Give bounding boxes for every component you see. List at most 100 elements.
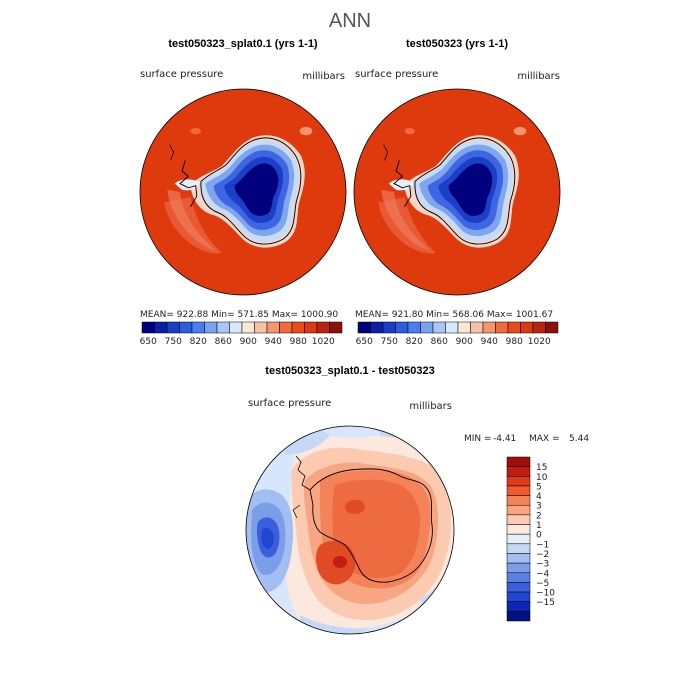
colorbar-swatch [316,321,330,334]
diff-map-border [245,425,455,635]
legend-swatch [506,591,531,602]
diff-units-label: millibars [409,401,452,412]
colorbar-tick-label: 820 [190,337,207,347]
legend-tick-label: 4 [536,492,542,502]
polar-map [354,89,560,295]
diff-title: test050323_splat0.1 - test050323 [265,365,434,377]
legend-tick-label: 3 [536,502,542,512]
colorbar-swatch [266,321,280,334]
legend-swatch [506,543,531,554]
colorbar-swatch [407,321,421,334]
colorbar-tick-label: 900 [456,337,473,347]
colorbar-swatch [216,321,230,334]
colorbar-swatch [229,321,243,334]
page-title: ANN [329,10,371,32]
colorbar-swatch [357,321,371,334]
legend-tick-label: −4 [536,569,550,579]
panel-difference: test050323_splat0.1 - test050323 surface… [245,365,589,635]
colorbar-swatch [520,321,534,334]
colorbar-swatch [154,321,168,334]
legend-swatch [506,485,531,496]
legend-tick-label: −2 [536,550,549,560]
panel-title: test050323 (yrs 1-1) [406,38,508,50]
panel-control: test050323 (yrs 1-1) surface pressure mi… [353,38,561,320]
legend-swatch [506,582,531,593]
legend-swatch [506,514,531,525]
colorbar-swatch [482,321,496,334]
colorbar-tick-label: 820 [406,337,423,347]
colorbar-swatch [241,321,255,334]
variable-label: surface pressure [140,69,223,80]
colorbar-tick-label: 1020 [312,337,335,347]
polar-map [140,89,346,295]
colorbar-swatch [470,321,484,334]
colorbar-swatch [141,321,155,334]
colorbar-tick-label: 650 [356,337,373,347]
legend-swatch [506,504,531,516]
colorbar-swatch [329,321,343,334]
diff-map [246,426,454,634]
units-label: millibars [302,71,345,82]
colorbar-swatch [532,321,546,334]
map-border [139,88,347,296]
colorbar-swatch [279,321,293,334]
colorbar-swatch [507,321,521,334]
legend-tick-label: −3 [536,560,549,570]
colorbar-swatch [204,321,218,334]
legend-tick-label: 2 [536,511,542,521]
min-value: -4.41 [493,434,516,444]
legend-tick-label: −5 [536,579,549,589]
max-label: MAX = [529,434,560,444]
stats-text: MEAN= 921.80 Min= 568.06 Max= 1001.67 [355,310,553,320]
colorbar-tick-label: 1020 [528,337,551,347]
colorbar-swatch [495,321,509,334]
legend-swatch [506,466,531,477]
legend-swatch [506,456,531,467]
colorbar-right: 650 750 820 860 900 940 980 1020 [356,321,559,347]
colorbar-swatch [370,321,384,334]
colorbar-swatch [445,321,459,334]
colorbar-swatch [291,321,305,334]
colorbar-swatch [179,321,193,334]
diff-variable-label: surface pressure [248,398,331,409]
legend-tick-label: −15 [536,598,555,608]
legend-tick-label: −10 [536,589,555,599]
colorbar-left: 650 750 820 860 900 940 980 1020 [140,321,343,347]
legend-tick-label: −1 [536,540,549,550]
min-label: MIN = [464,434,492,444]
colorbar-swatch [545,321,559,334]
legend-swatch [506,533,531,545]
legend-tick-label: 1 [536,521,542,531]
legend-swatch [506,476,531,487]
legend-tick-label: 15 [536,463,547,473]
legend-swatch [506,524,531,535]
colorbar-tick-label: 900 [240,337,257,347]
colorbar-swatch [191,321,205,334]
panel-title: test050323_splat0.1 (yrs 1-1) [168,38,318,50]
colorbar-tick-label: 860 [431,337,448,347]
colorbar-tick-label: 860 [215,337,232,347]
colorbar-swatch [382,321,396,334]
colorbar-swatch [254,321,268,334]
stats-text: MEAN= 922.88 Min= 571.85 Max= 1000.90 [140,310,338,320]
variable-label: surface pressure [355,69,438,80]
legend-swatch [506,601,531,612]
legend-swatch [506,495,531,506]
legend-tick-label: 0 [536,531,542,541]
legend-tick-label: 10 [536,473,548,483]
colorbar-swatch [432,321,446,334]
colorbar-swatch [304,321,318,334]
panel-test: test050323_splat0.1 (yrs 1-1) surface pr… [139,38,347,320]
colorbar-swatch [420,321,434,334]
legend-swatch [506,553,531,564]
legend-swatch [506,562,531,574]
legend-tick-label: 5 [536,482,542,492]
colorbar-swatch [457,321,471,334]
colorbar-tick-label: 980 [506,337,523,347]
legend-swatch [506,611,531,622]
units-label: millibars [517,71,560,82]
colorbar-tick-label: 650 [140,337,157,347]
colorbar-tick-label: 940 [481,337,498,347]
